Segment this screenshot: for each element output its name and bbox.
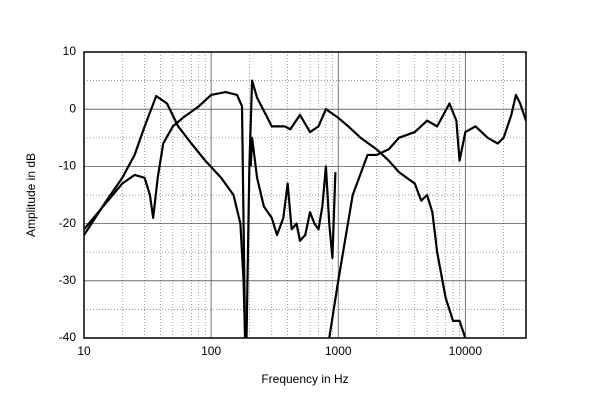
y-axis-label: Amplitude in dB bbox=[24, 153, 38, 237]
y-tick-label: -30 bbox=[59, 273, 77, 287]
x-tick-label: 1000 bbox=[325, 344, 352, 358]
line bbox=[84, 94, 247, 338]
line bbox=[84, 90, 247, 338]
x-tick-label: 10000 bbox=[449, 344, 483, 358]
line bbox=[245, 79, 467, 338]
y-tick-label: -20 bbox=[59, 216, 77, 230]
line bbox=[328, 93, 526, 338]
line bbox=[249, 136, 337, 260]
y-tick-label: -10 bbox=[59, 159, 77, 173]
x-tick-label: 100 bbox=[201, 344, 221, 358]
x-axis-label: Frequency in Hz bbox=[261, 372, 348, 386]
plot-frame bbox=[83, 51, 527, 339]
y-tick-label: 0 bbox=[69, 101, 76, 115]
y-tick-label: -40 bbox=[59, 330, 77, 344]
x-tick-label: 10 bbox=[77, 344, 91, 358]
y-tick-label: 10 bbox=[63, 44, 77, 58]
